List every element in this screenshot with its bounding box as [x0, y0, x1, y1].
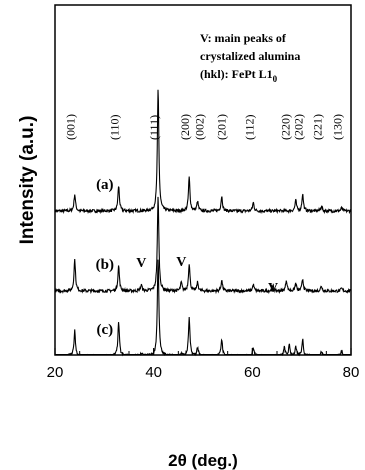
series-line-3 — [55, 259, 351, 357]
y-axis-title: Intensity (a.u.) — [17, 116, 38, 245]
alumina-mark-3: V — [268, 281, 278, 296]
legend-line-3-text: (hkl): FePt L1 — [200, 67, 273, 81]
curve-label-2: (b) — [96, 257, 114, 273]
x-tick-label: 40 — [145, 364, 162, 381]
x-tick-label: 60 — [244, 364, 261, 381]
curve-labels-group: (a) (b) (c) — [96, 177, 114, 338]
peak-label: (002) — [193, 114, 207, 140]
legend-line-3-subscript: 0 — [273, 74, 278, 84]
alumina-mark-1: V — [136, 256, 146, 271]
peak-label: (001) — [64, 114, 78, 140]
plot-frame — [54, 4, 352, 356]
peak-label: (221) — [310, 114, 324, 140]
peak-label: (220) — [278, 114, 292, 140]
curve-label-3: (c) — [96, 322, 113, 338]
series-line-2 — [54, 196, 352, 295]
peak-label: (130) — [331, 114, 345, 140]
legend-line-2: crystalized alumina — [200, 49, 300, 63]
peak-label: (110) — [108, 114, 122, 140]
series-line-1 — [54, 89, 352, 215]
peak-label: (202) — [292, 114, 306, 140]
alumina-marks-group: V V V — [136, 255, 278, 296]
peak-label: (112) — [242, 114, 256, 140]
x-axis-title: 2θ (deg.) — [168, 451, 238, 470]
alumina-mark-2: V — [176, 255, 186, 270]
peak-label: (200) — [178, 114, 192, 140]
legend-line-1: V: main peaks of — [200, 31, 287, 45]
peak-labels-group: (001) (110) (111) (200) (002) (201) (112) (220)… — [64, 114, 345, 140]
curve-label-1: (a) — [96, 177, 114, 193]
x-tick-label: 20 — [47, 364, 64, 381]
x-tick-label: 80 — [343, 364, 360, 381]
x-axis-ticks: 20 40 60 80 — [47, 348, 360, 381]
legend: V: main peaks of crystalized alumina (hk… — [200, 31, 300, 84]
legend-line-3: (hkl): FePt L10 — [200, 67, 278, 84]
peak-label: (201) — [215, 114, 229, 140]
peak-label: (111) — [147, 115, 161, 140]
